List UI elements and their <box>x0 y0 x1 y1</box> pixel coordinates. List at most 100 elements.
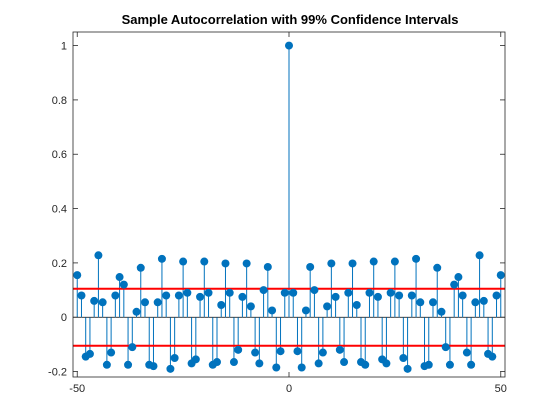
stem-marker <box>437 307 446 316</box>
stem-marker <box>124 360 133 369</box>
stem-marker <box>183 288 192 297</box>
stem-marker <box>242 259 251 268</box>
stem-marker <box>90 296 99 305</box>
stem-marker <box>412 254 421 263</box>
x-tick-label: -50 <box>69 383 85 395</box>
stem-marker <box>166 364 175 373</box>
stem-marker <box>293 347 302 356</box>
stem-marker <box>496 271 505 280</box>
stem-marker <box>98 298 107 307</box>
stem-marker <box>306 262 315 271</box>
stem-marker <box>323 302 332 311</box>
stem-marker <box>445 360 454 369</box>
stem-marker <box>488 352 497 361</box>
stem-marker <box>424 360 433 369</box>
stem-marker <box>102 360 111 369</box>
y-tick-label: 0 <box>61 312 67 324</box>
stem-marker <box>259 286 268 295</box>
plot-area: -50 0 50 -0.2 0 0.2 0.4 0.6 0.8 1 <box>48 31 507 395</box>
stem-marker <box>119 280 128 289</box>
stem-marker <box>246 302 255 311</box>
stem-marker <box>382 359 391 368</box>
stem-marker <box>221 259 230 268</box>
stem-marker <box>225 288 234 297</box>
stem-marker <box>85 349 94 358</box>
stem-marker <box>217 301 226 310</box>
stem-marker <box>132 307 141 316</box>
stem-marker <box>297 363 306 372</box>
stem-marker <box>251 348 260 357</box>
y-tick-label: 0.2 <box>52 258 67 270</box>
y-tick-label: 0.8 <box>52 95 67 107</box>
stem-marker <box>115 273 124 282</box>
stem-marker <box>429 298 437 307</box>
stem-marker <box>348 259 357 268</box>
stem-marker <box>433 263 442 272</box>
stem-marker <box>174 291 183 300</box>
stem-marker <box>196 292 205 301</box>
stem-marker <box>475 251 484 260</box>
stem-marker <box>331 292 340 301</box>
stem-marker <box>386 288 395 297</box>
stem-marker <box>268 306 277 315</box>
stem-marker <box>280 288 289 297</box>
stem-marker <box>77 291 86 300</box>
stem-marker <box>229 358 238 367</box>
stem-marker <box>327 259 336 268</box>
stem-marker <box>255 359 264 368</box>
stem-marker <box>179 257 188 266</box>
stem-marker <box>73 271 82 280</box>
stem-marker <box>238 292 247 301</box>
stem-marker <box>149 362 158 371</box>
stem-marker <box>191 355 200 364</box>
stem-marker <box>373 292 382 301</box>
stem-marker <box>128 343 137 352</box>
y-tick-label: -0.2 <box>48 367 67 379</box>
stem-marker <box>263 262 272 271</box>
y-tick-label: 0.6 <box>52 149 67 161</box>
chart-title: Sample Autocorrelation with 99% Confiden… <box>122 12 459 27</box>
stem-marker <box>157 254 166 263</box>
x-tick-label: 0 <box>286 383 292 395</box>
stem-marker <box>111 291 120 300</box>
stem-marker <box>213 358 221 367</box>
stem-marker <box>369 257 378 266</box>
stem-marker <box>450 280 459 289</box>
stem-marker <box>136 263 145 272</box>
stem-marker <box>200 257 209 266</box>
stem-marker <box>94 251 103 260</box>
stem-marker <box>467 360 476 369</box>
stem-marker <box>361 360 370 369</box>
stem-marker <box>170 353 179 362</box>
stem-marker <box>492 291 501 300</box>
stem-marker <box>479 296 488 305</box>
stem-marker <box>390 257 399 266</box>
stem-marker <box>301 306 310 315</box>
stem-marker <box>204 288 213 297</box>
stem-marker <box>399 353 408 362</box>
y-tick-label: 0.4 <box>52 204 67 216</box>
stem-marker <box>141 298 149 307</box>
stem-marker <box>416 298 425 307</box>
stem-marker <box>289 288 298 297</box>
stem-marker <box>162 291 171 300</box>
stem-marker <box>365 288 374 297</box>
stem-marker <box>285 41 293 50</box>
stem-marker <box>272 363 281 372</box>
stem-marker <box>344 288 353 297</box>
stem-marker <box>441 343 450 352</box>
stem-marker <box>314 359 323 368</box>
stem-marker <box>352 301 361 310</box>
stem-marker <box>462 348 471 357</box>
stem-marker <box>107 348 116 357</box>
stem-marker <box>153 298 162 307</box>
stem-marker <box>318 348 327 357</box>
stem-marker <box>454 273 463 282</box>
stem-marker <box>335 345 344 354</box>
stem-marker <box>276 347 285 356</box>
stem-marker <box>471 298 480 307</box>
x-tick-label: 50 <box>495 383 507 395</box>
stem-marker <box>310 286 319 295</box>
